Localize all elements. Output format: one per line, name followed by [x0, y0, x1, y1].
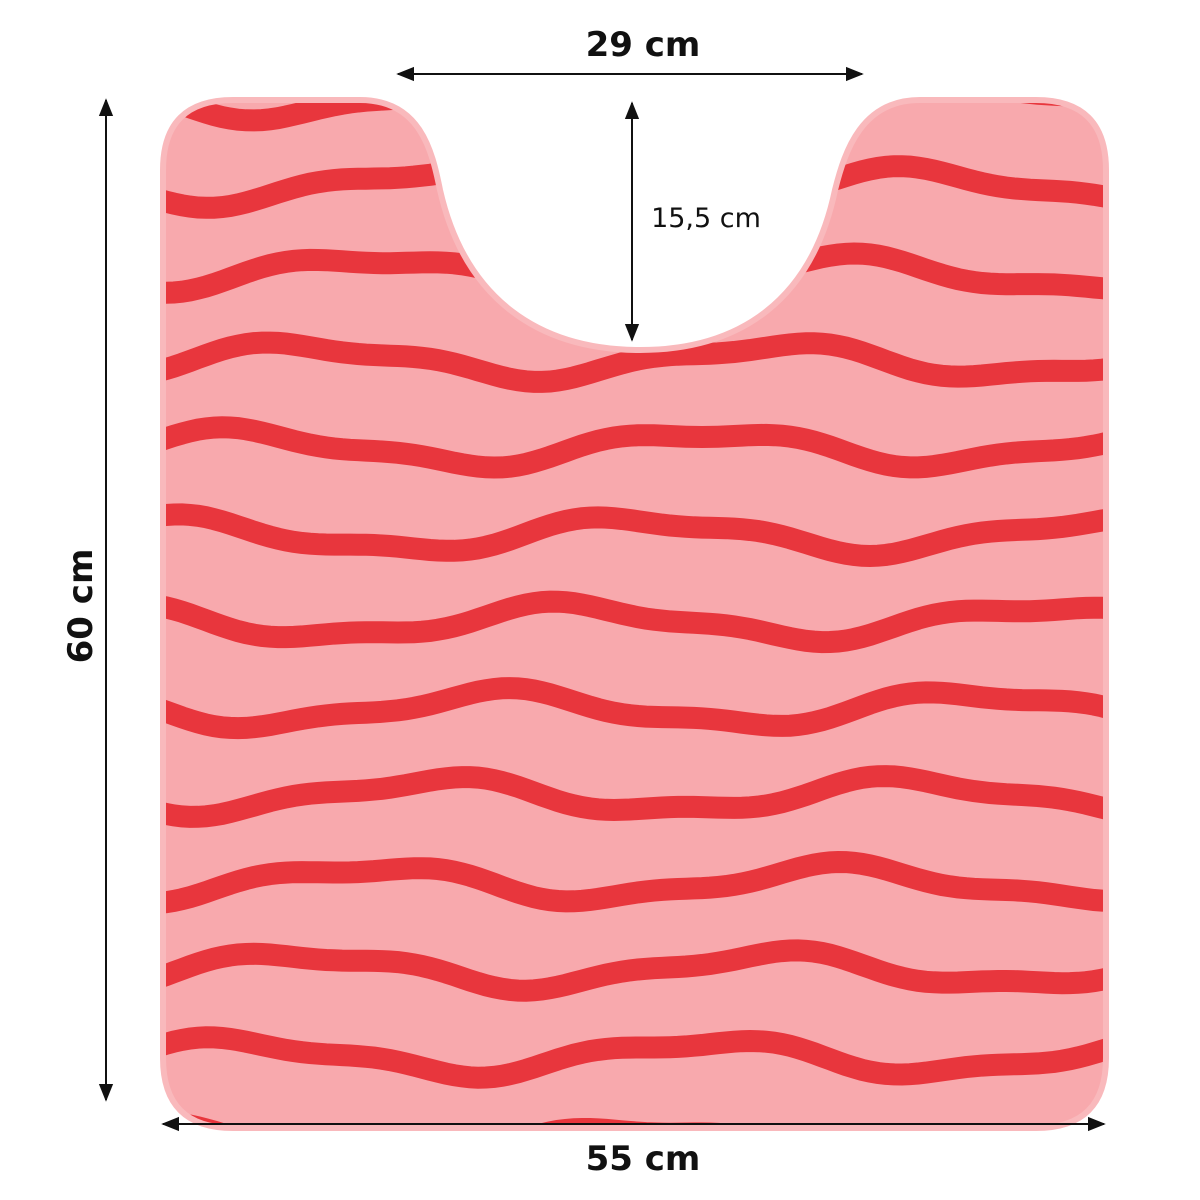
wave-stripe	[163, 677, 1106, 740]
top-width-label: 29 cm	[586, 25, 701, 65]
wave-stripe	[163, 850, 1106, 915]
wave-stripe	[163, 590, 1106, 654]
height-label: 60 cm	[61, 549, 101, 664]
wave-stripe	[163, 331, 1106, 393]
wave-stripe	[163, 416, 1106, 479]
wave-stripe	[163, 503, 1106, 568]
bottom-width-label: 55 cm	[586, 1139, 701, 1179]
wave-stripe	[163, 939, 1106, 1002]
notch-depth-label: 15,5 cm	[651, 203, 761, 234]
wave-stripe	[163, 1026, 1106, 1089]
wave-stripe	[163, 765, 1106, 828]
mat-edge	[160, 97, 1109, 1131]
